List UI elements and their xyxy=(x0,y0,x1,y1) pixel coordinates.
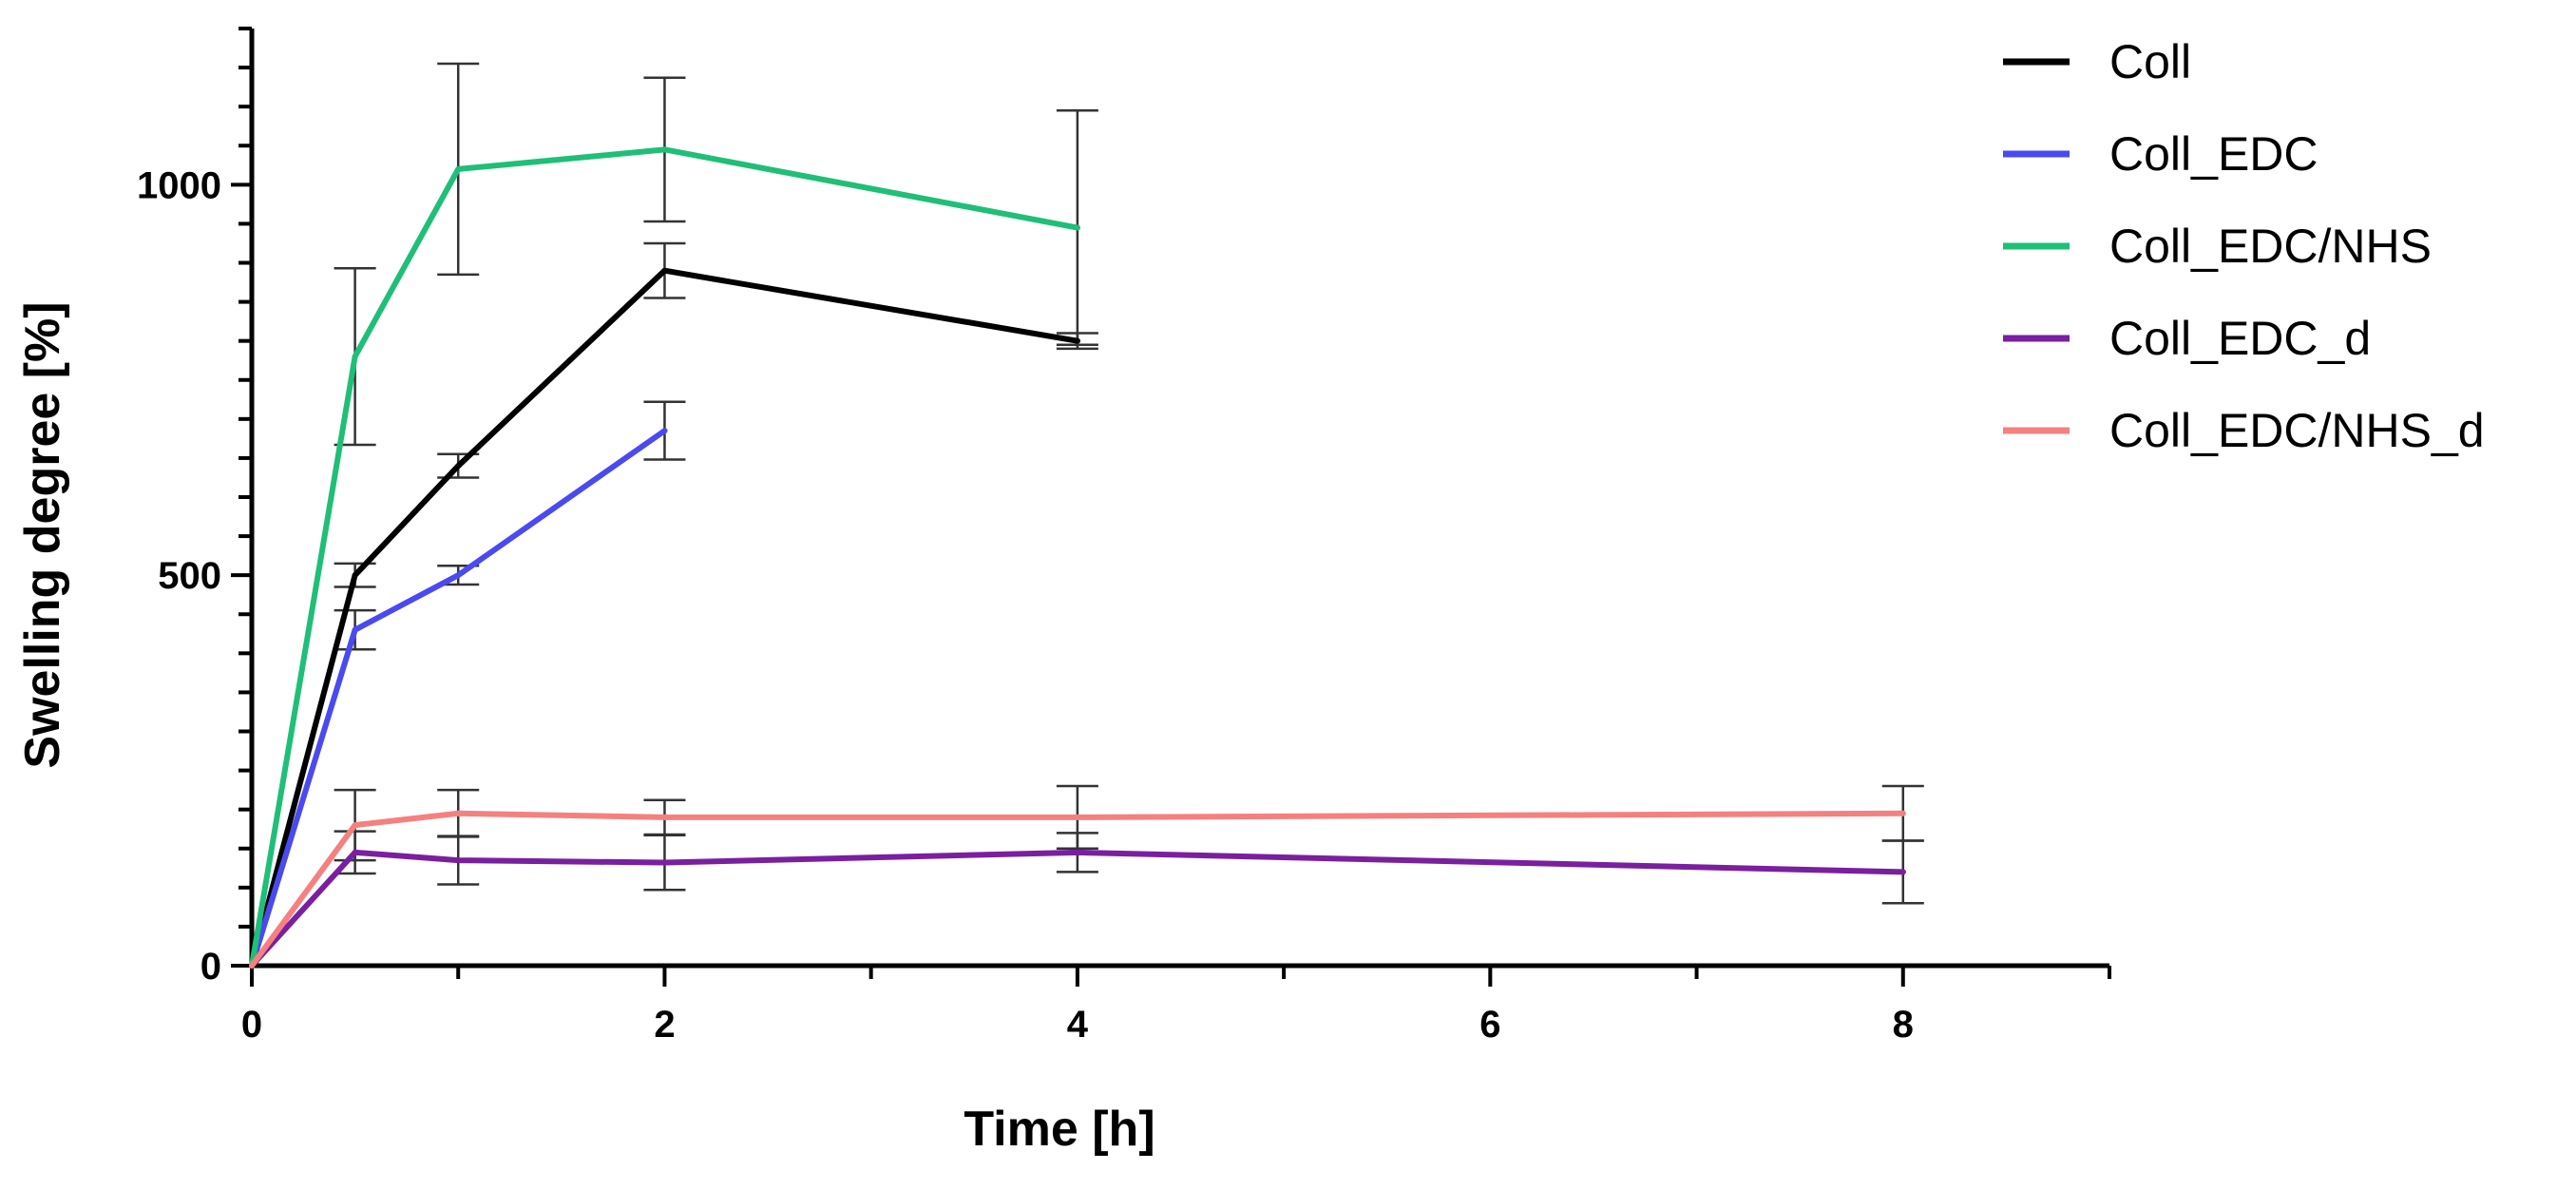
data-point xyxy=(352,572,358,579)
data-point xyxy=(661,859,668,866)
legend-label: Coll_EDC/NHS_d xyxy=(2109,404,2485,457)
data-point xyxy=(352,849,358,855)
legend-label: Coll_EDC_d xyxy=(2109,312,2371,365)
data-point xyxy=(1074,849,1080,855)
legend-label: Coll xyxy=(2109,35,2191,88)
x-tick-label: 6 xyxy=(1479,1004,1500,1046)
legend-label: Coll_EDC xyxy=(2109,127,2318,181)
data-point xyxy=(661,146,668,153)
y-tick-label: 1000 xyxy=(137,164,221,206)
data-point xyxy=(455,810,462,816)
data-point xyxy=(352,354,358,360)
x-axis-title: Time [h] xyxy=(964,1102,1154,1157)
axes-layer: 0 2 4 6 8 0 500 1000 xyxy=(137,27,2111,1046)
data-point xyxy=(661,428,668,434)
y-axis-title: Swelling degree [%] xyxy=(15,301,70,768)
x-tick-label: 0 xyxy=(241,1004,262,1046)
y-tick-label: 500 xyxy=(158,555,221,597)
data-point xyxy=(455,463,462,470)
data-point xyxy=(352,822,358,829)
series-line-coll-edc-nhs-d xyxy=(249,810,1906,969)
y-tick-label: 0 xyxy=(200,946,221,988)
data-point xyxy=(1074,814,1080,820)
data-point xyxy=(1074,337,1080,344)
data-point xyxy=(1899,869,1906,875)
data-point xyxy=(455,857,462,864)
series-line-coll-edc xyxy=(249,428,668,969)
data-point xyxy=(1899,810,1906,816)
legend-label: Coll_EDC/NHS xyxy=(2109,220,2432,273)
series-layer xyxy=(249,146,1906,969)
data-point xyxy=(455,165,462,172)
x-tick-label: 2 xyxy=(654,1004,675,1046)
data-point xyxy=(455,572,462,579)
data-point xyxy=(249,963,255,969)
x-tick-label: 4 xyxy=(1067,1004,1089,1046)
data-point xyxy=(661,267,668,274)
series-line-coll-edc-d xyxy=(249,849,1906,969)
data-point xyxy=(1074,224,1080,231)
data-point xyxy=(661,814,668,820)
legend: Coll Coll_EDC Coll_EDC/NHS Coll_EDC_d Coll_E… xyxy=(2003,35,2485,457)
error-bars-layer xyxy=(334,62,1924,905)
x-tick-label: 8 xyxy=(1893,1004,1914,1046)
data-point xyxy=(352,626,358,633)
